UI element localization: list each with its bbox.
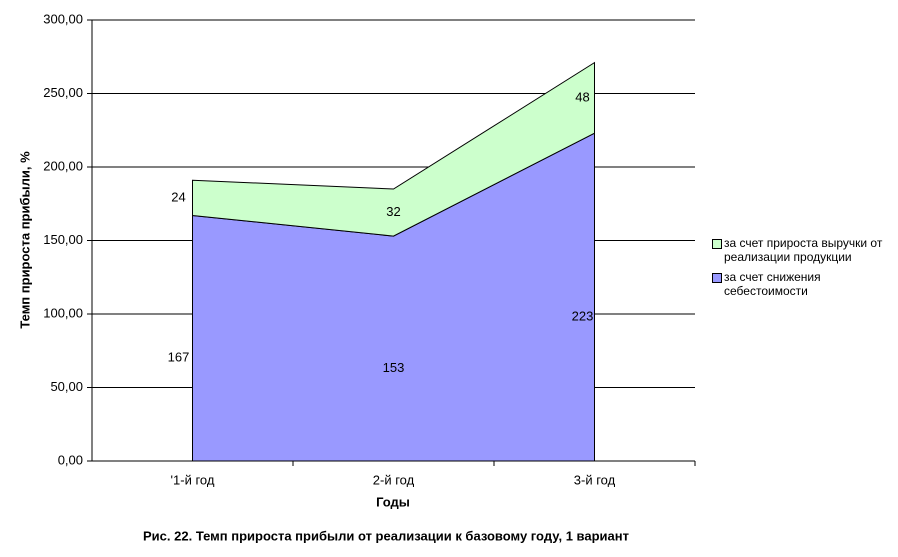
data-label: 32 <box>386 204 400 219</box>
y-tick-label: 100,00 <box>43 305 83 320</box>
legend: за счет прироста выручки от реализации п… <box>712 236 898 304</box>
legend-label: за счет прироста выручки от реализации п… <box>724 236 883 264</box>
caption: Рис. 22. Темп прироста прибыли от реализ… <box>143 528 629 543</box>
y-axis-title: Темп прироста прибыли, % <box>17 151 32 329</box>
y-tick-label: 0,00 <box>58 452 83 467</box>
x-tick-label: '1-й год <box>171 472 215 487</box>
y-tick-label: 150,00 <box>43 232 83 247</box>
data-label: 48 <box>575 89 589 104</box>
data-label: 24 <box>171 189 185 204</box>
legend-label: за счет снижения себестоимости <box>724 270 821 298</box>
x-tick-label: 3-й год <box>574 472 616 487</box>
y-tick-label: 300,00 <box>43 11 83 26</box>
data-label: 153 <box>383 360 405 375</box>
x-axis-title: Годы <box>376 494 410 509</box>
legend-swatch <box>712 239 722 249</box>
legend-swatch <box>712 273 722 283</box>
legend-item: за счет снижения себестоимости <box>712 270 898 298</box>
area <box>192 132 595 462</box>
x-tick-label: 2-й год <box>373 472 415 487</box>
legend-item: за счет прироста выручки от реализации п… <box>712 236 898 264</box>
y-tick-label: 50,00 <box>50 379 83 394</box>
data-label: 223 <box>572 309 594 324</box>
y-tick-label: 250,00 <box>43 85 83 100</box>
y-tick-label: 200,00 <box>43 158 83 173</box>
area <box>192 61 595 237</box>
data-label: 167 <box>168 350 190 365</box>
